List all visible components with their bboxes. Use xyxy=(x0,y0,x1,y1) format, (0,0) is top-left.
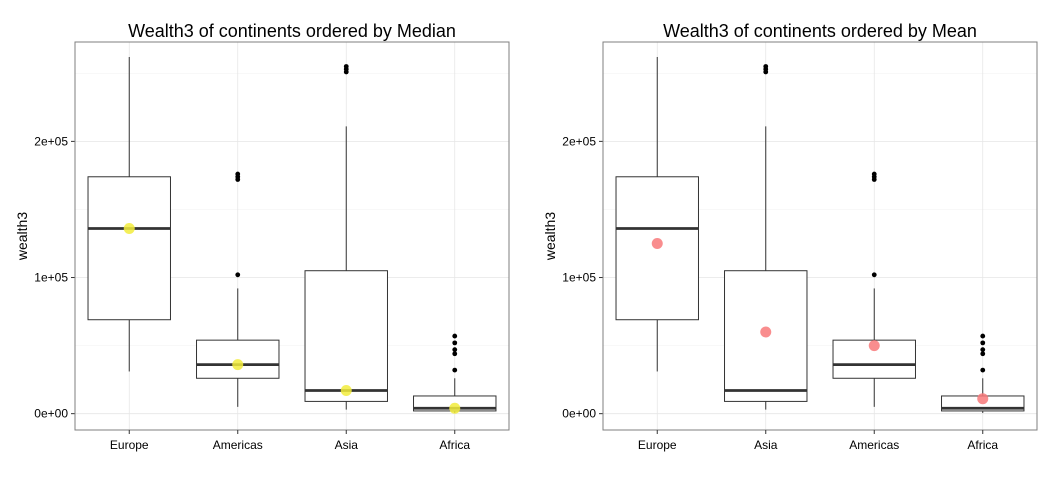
chart-title-median: Wealth3 of continents ordered by Median xyxy=(128,21,456,41)
y-tick-label: 0e+00 xyxy=(34,407,68,421)
summary-point xyxy=(232,359,244,371)
mean-boxplot-panel: Wealth3 of continents ordered by Mean we… xyxy=(542,21,1038,452)
median-boxplot-panel: Wealth3 of continents ordered by Median … xyxy=(14,21,510,452)
summary-point xyxy=(760,326,772,338)
x-tick-label: Africa xyxy=(967,438,998,452)
outlier-point xyxy=(452,333,458,339)
outlier-point xyxy=(452,340,458,346)
y-axis-label-mean: wealth3 xyxy=(542,212,558,261)
y-tick-label: 1e+05 xyxy=(562,271,596,285)
box-europe xyxy=(87,56,171,372)
panel-border xyxy=(602,41,1038,431)
outlier-point xyxy=(343,64,349,69)
outlier-point xyxy=(871,272,877,278)
outlier-point xyxy=(235,272,241,278)
outlier-point xyxy=(452,351,458,357)
box-asia xyxy=(304,64,388,410)
chart-title-mean: Wealth3 of continents ordered by Mean xyxy=(663,21,977,41)
summary-point xyxy=(123,223,135,235)
summary-point xyxy=(868,340,880,352)
box-africa xyxy=(941,333,1025,413)
outlier-point xyxy=(980,340,986,346)
outlier-point xyxy=(235,171,241,177)
outlier-point xyxy=(980,367,986,373)
summary-point xyxy=(340,385,352,397)
summary-point xyxy=(449,402,461,414)
y-tick-label: 2e+05 xyxy=(34,134,68,148)
x-tick-label: Americas xyxy=(849,438,899,452)
summary-point xyxy=(651,237,663,249)
box-iqr xyxy=(304,270,388,402)
summary-point xyxy=(977,393,989,405)
outlier-point xyxy=(980,333,986,339)
y-tick-label: 0e+00 xyxy=(562,407,596,421)
y-tick-label: 1e+05 xyxy=(34,271,68,285)
x-tick-label: Africa xyxy=(439,438,470,452)
box-iqr xyxy=(87,176,171,321)
panel-border xyxy=(74,41,510,431)
x-tick-label: Asia xyxy=(335,438,359,452)
x-tick-label: Asia xyxy=(754,438,778,452)
y-tick-label: 2e+05 xyxy=(562,134,596,148)
outlier-point xyxy=(980,347,986,353)
outlier-point xyxy=(980,351,986,357)
box-asia xyxy=(724,64,808,410)
outlier-point xyxy=(763,64,769,69)
x-tick-label: Europe xyxy=(638,438,677,452)
box-africa xyxy=(413,333,497,414)
x-tick-label: Europe xyxy=(110,438,149,452)
outlier-point xyxy=(452,367,458,373)
y-axis-label-median: wealth3 xyxy=(14,212,30,261)
box-americas xyxy=(832,171,916,407)
box-americas xyxy=(196,171,280,407)
outlier-point xyxy=(452,347,458,353)
outlier-point xyxy=(871,171,877,177)
x-tick-label: Americas xyxy=(213,438,263,452)
box-europe xyxy=(615,56,699,372)
